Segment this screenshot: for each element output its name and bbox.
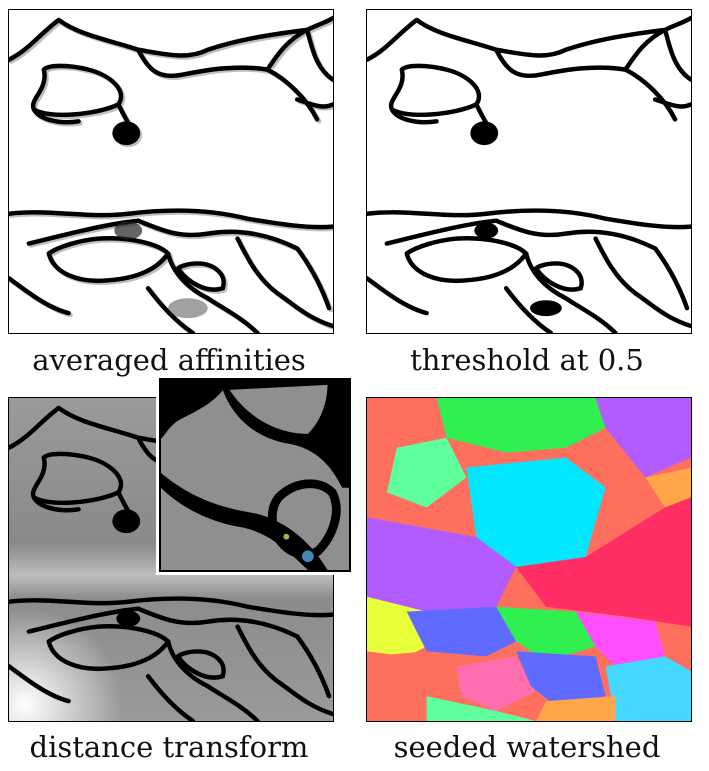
- averaged-affinities-image: [9, 10, 333, 333]
- threshold-image: [367, 10, 691, 333]
- caption-threshold: threshold at 0.5: [410, 343, 644, 377]
- caption-averaged-affinities: averaged affinities: [32, 343, 306, 377]
- seeded-watershed-image: [367, 398, 691, 721]
- caption-distance-transform: distance transform: [29, 730, 309, 764]
- threshold-panel: [366, 9, 692, 334]
- averaged-affinities-panel: [8, 9, 334, 334]
- inset-zoom-image: [161, 380, 349, 570]
- caption-seeded-watershed: seeded watershed: [393, 730, 661, 764]
- distance-transform-inset: [159, 378, 351, 572]
- seeded-watershed-panel: [366, 397, 692, 722]
